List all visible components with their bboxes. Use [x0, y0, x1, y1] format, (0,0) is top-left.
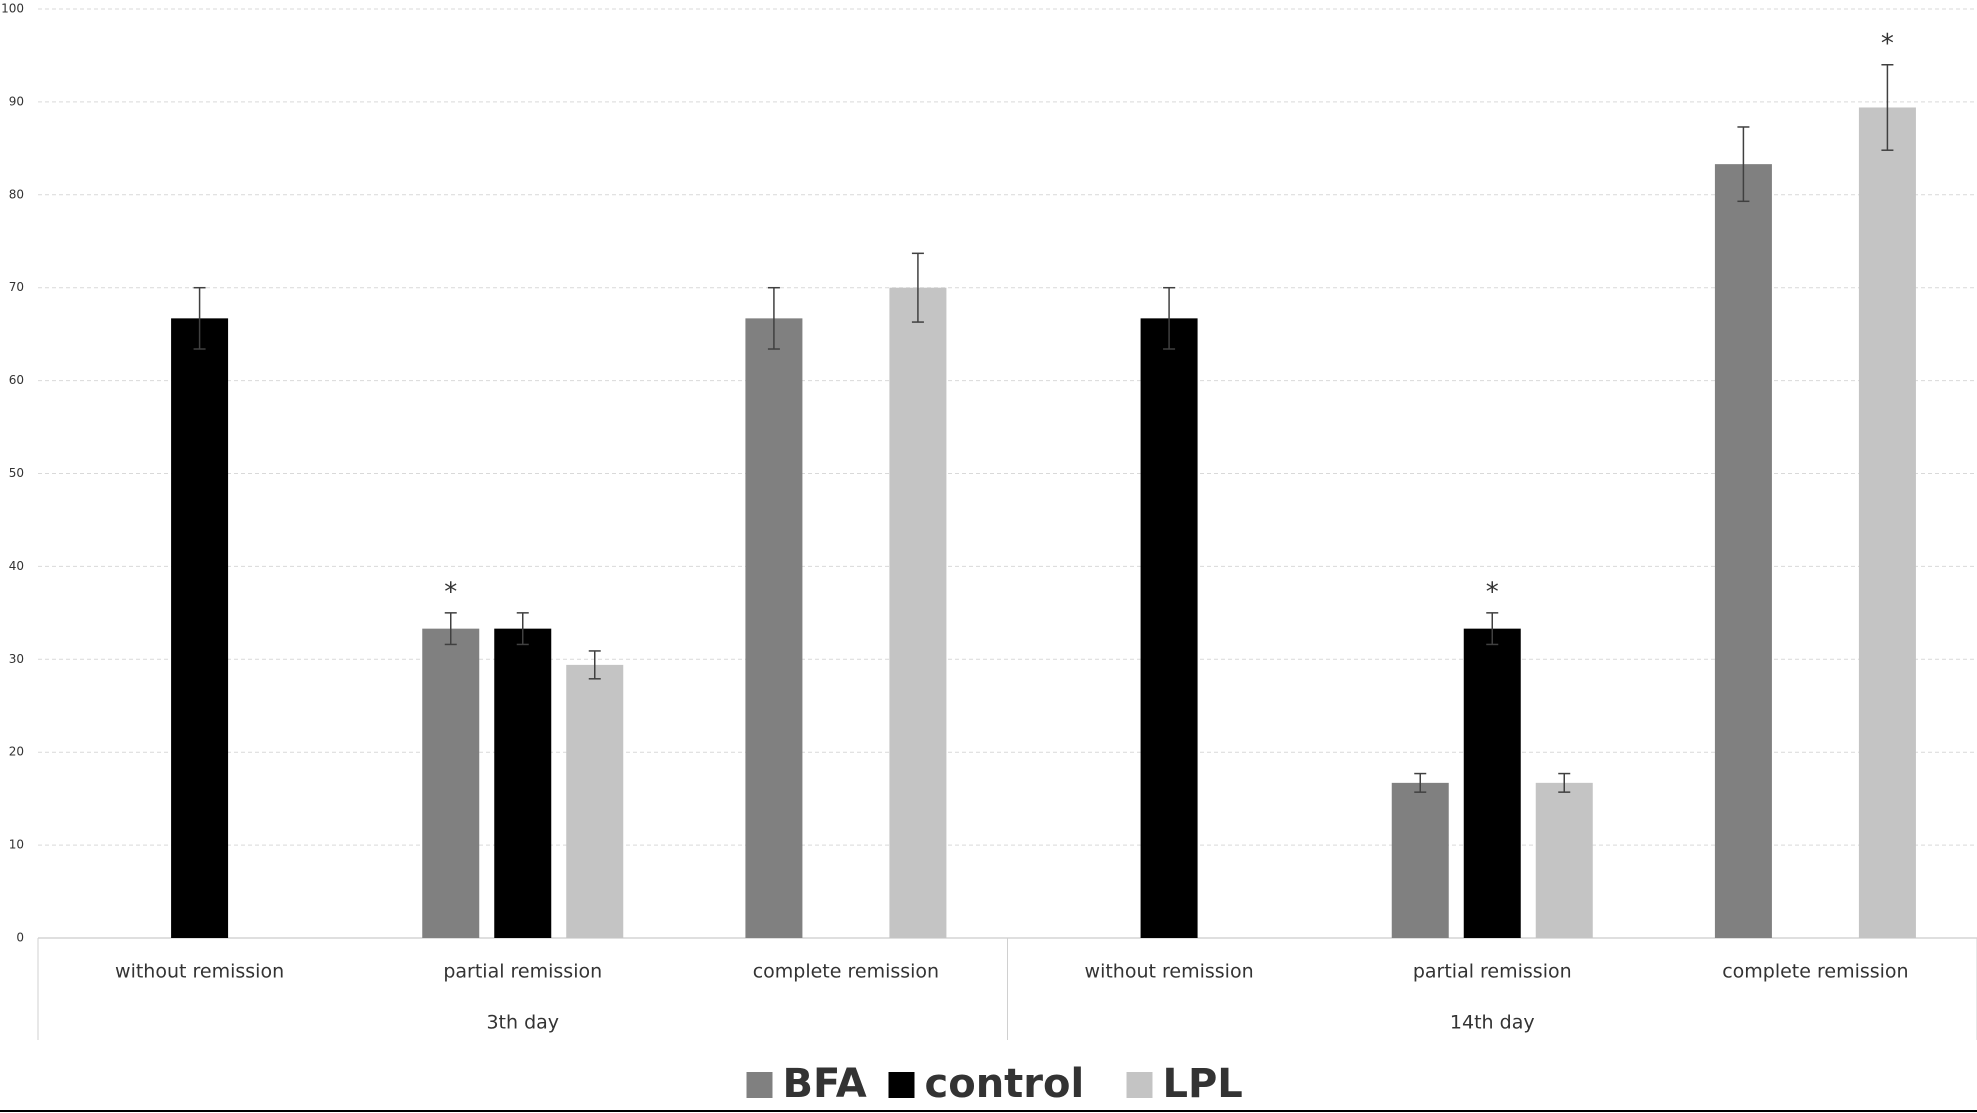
bar: [1714, 164, 1772, 938]
x-tick-label: complete remission: [1722, 961, 1908, 983]
y-tick-label: 40: [9, 559, 24, 573]
x-tick-label: without remission: [115, 961, 284, 983]
x-tick-label: partial remission: [1413, 961, 1572, 983]
annotation: *: [1486, 577, 1499, 607]
x-tick-label: partial remission: [443, 961, 602, 983]
bar: [566, 664, 624, 938]
annotation: *: [1881, 29, 1894, 59]
y-tick-label: 100: [1, 2, 24, 16]
group-label: 14th day: [1450, 1012, 1535, 1034]
legend-swatch: [746, 1072, 773, 1098]
legend-label: BFA: [783, 1061, 867, 1107]
y-tick-label: 10: [9, 838, 24, 852]
legend-label: LPL: [1163, 1061, 1243, 1107]
annotation: *: [444, 577, 457, 607]
bar: [745, 318, 803, 938]
y-tick-label: 20: [9, 745, 24, 759]
y-tick-label: 70: [9, 280, 24, 294]
y-tick-label: 0: [16, 931, 24, 945]
y-tick-label: 50: [9, 466, 24, 480]
y-tick-label: 30: [9, 652, 24, 666]
y-tick-label: 90: [9, 94, 24, 108]
bar: [1858, 107, 1916, 938]
bar: [494, 628, 552, 938]
bar: [422, 628, 480, 938]
bar: [171, 318, 229, 938]
group-label: 3th day: [486, 1012, 559, 1034]
bar: [1535, 782, 1593, 938]
x-tick-label: complete remission: [753, 961, 939, 983]
legend-label: control: [925, 1061, 1085, 1107]
y-tick-label: 80: [9, 187, 24, 201]
y-tick-label: 60: [9, 373, 24, 387]
x-tick-label: without remission: [1085, 961, 1254, 983]
bar: [889, 287, 947, 938]
legend-swatch: [888, 1072, 915, 1098]
bar: [1140, 318, 1198, 938]
bar: [1463, 628, 1521, 938]
legend-swatch: [1126, 1072, 1153, 1098]
bar: [1391, 782, 1449, 938]
